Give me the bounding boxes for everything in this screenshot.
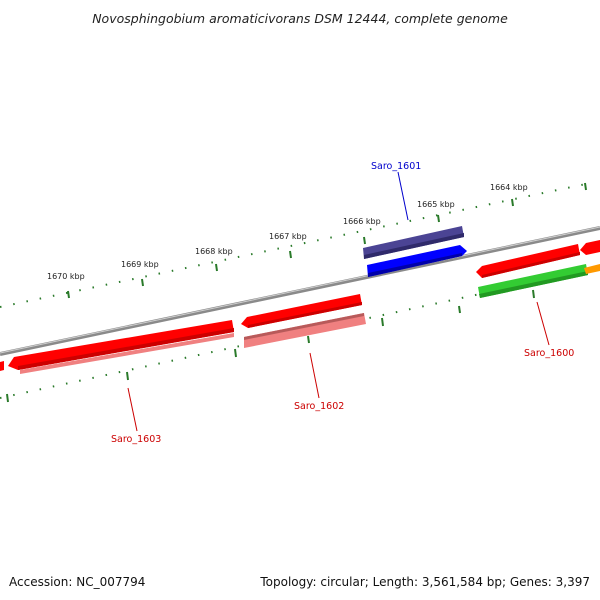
gene-label-saro-1600[interactable]: Saro_1600	[524, 348, 574, 359]
gene-saro-1601-blue[interactable]	[367, 245, 467, 277]
gene-saro-1600[interactable]	[478, 264, 588, 298]
genome-backbone-highlight	[0, 226, 600, 354]
gene-saro-1601[interactable]	[363, 226, 464, 259]
gene-right-edge-orange[interactable]	[584, 264, 600, 274]
map-title: Novosphingobium aromaticivorans DSM 1244…	[92, 11, 508, 26]
gene-saro-1603[interactable]	[8, 320, 234, 374]
leader-saro-1600	[536, 301, 550, 346]
leader-saro-1601	[397, 171, 409, 221]
outer-major-ticks	[67, 182, 587, 299]
gene-saro-1602-forward[interactable]	[241, 294, 362, 328]
kbp-label: 1665 kbp	[417, 200, 455, 209]
gene-label-saro-1603[interactable]: Saro_1603	[111, 434, 161, 445]
gene-saro-1600-red[interactable]	[476, 244, 580, 278]
accession-text: Accession: NC_007794	[9, 575, 145, 589]
leader-saro-1603	[127, 387, 138, 432]
kbp-label: 1664 kbp	[490, 183, 528, 192]
kbp-label: 1667 kbp	[269, 232, 307, 241]
gene-label-saro-1601[interactable]: Saro_1601	[371, 161, 421, 172]
gene-saro-1602[interactable]	[244, 313, 366, 348]
kbp-label: 1669 kbp	[121, 260, 159, 269]
kbp-label: 1668 kbp	[195, 247, 233, 256]
gene-label-saro-1602[interactable]: Saro_1602	[294, 401, 344, 412]
genome-summary-text: Topology: circular; Length: 3,561,584 bp…	[259, 575, 590, 589]
leader-saro-1602	[309, 352, 320, 399]
kbp-label: 1666 kbp	[343, 217, 381, 226]
gene-left-edge-red[interactable]	[0, 361, 4, 371]
gene-right-edge-red[interactable]	[580, 240, 600, 255]
kbp-label: 1670 kbp	[47, 272, 85, 281]
inner-major-ticks	[6, 289, 535, 403]
